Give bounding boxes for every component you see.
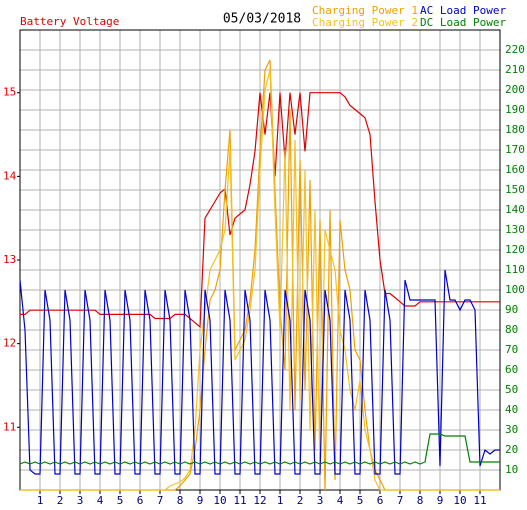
y2-tick-label: 90 (505, 303, 518, 316)
y2-tick-label: 210 (505, 63, 525, 76)
plot-frame (19, 29, 501, 491)
series-line (19, 269, 500, 475)
x-tick-label: 4 (337, 494, 344, 507)
y-axis-label: Battery Voltage (20, 15, 119, 28)
x-tick-label: 2 (297, 494, 304, 507)
x-tick-label: 3 (317, 494, 324, 507)
x-tick-label: 1 (277, 494, 284, 507)
x-tick-label: 6 (137, 494, 144, 507)
y2-tick-label: 200 (505, 83, 525, 96)
y-tick-label: 13 (3, 253, 16, 266)
series-line (19, 433, 500, 465)
y2-tick-label: 130 (505, 223, 525, 236)
series-line (20, 92, 500, 329)
x-tick-label: 11 (473, 494, 486, 507)
x-tick-label: 8 (417, 494, 424, 507)
y2-tick-label: 10 (505, 463, 518, 476)
x-tick-label: 1 (37, 494, 44, 507)
x-tick-label: 7 (157, 494, 164, 507)
y2-tick-label: 40 (505, 403, 518, 416)
x-tick-label: 10 (453, 494, 466, 507)
y2-tick-label: 70 (505, 343, 518, 356)
y2-tick-label: 30 (505, 423, 518, 436)
x-tick-label: 7 (397, 494, 404, 507)
x-tick-label: 3 (77, 494, 84, 507)
y-tick-label: 11 (3, 420, 16, 433)
y-tick-label: 12 (3, 337, 16, 350)
x-tick-label: 2 (57, 494, 64, 507)
y2-tick-label: 160 (505, 163, 525, 176)
chart-title: 05/03/2018 (223, 12, 301, 27)
y2-tick-label: 80 (505, 323, 518, 336)
y2-tick-label: 170 (505, 143, 525, 156)
y-tick-label: 14 (3, 169, 17, 182)
x-tick-label: 12 (253, 494, 266, 507)
legend-entry: DC Load Power (420, 16, 506, 29)
y2-tick-label: 180 (505, 123, 525, 136)
legend-entry: Charging Power 1 (312, 4, 418, 17)
legend-entry: AC Load Power (420, 4, 506, 17)
y2-tick-label: 100 (505, 283, 525, 296)
y-tick-label: 15 (3, 86, 16, 99)
y2-tick-label: 110 (505, 263, 525, 276)
y2-tick-label: 190 (505, 103, 525, 116)
x-tick-label: 9 (437, 494, 444, 507)
x-tick-label: 8 (177, 494, 184, 507)
y2-tick-label: 20 (505, 443, 518, 456)
y2-tick-label: 150 (505, 183, 525, 196)
x-tick-label: 5 (357, 494, 364, 507)
y2-tick-label: 50 (505, 383, 518, 396)
x-tick-label: 10 (213, 494, 226, 507)
legend-entry: Charging Power 2 (312, 16, 418, 29)
y2-tick-label: 140 (505, 203, 525, 216)
y2-tick-label: 120 (505, 243, 525, 256)
x-tick-label: 5 (117, 494, 124, 507)
x-tick-label: 11 (233, 494, 246, 507)
x-tick-label: 9 (197, 494, 204, 507)
y2-tick-label: 220 (505, 43, 525, 56)
series-line (20, 69, 500, 491)
x-tick-label: 6 (377, 494, 384, 507)
y2-tick-label: 60 (505, 363, 518, 376)
x-tick-label: 4 (97, 494, 104, 507)
